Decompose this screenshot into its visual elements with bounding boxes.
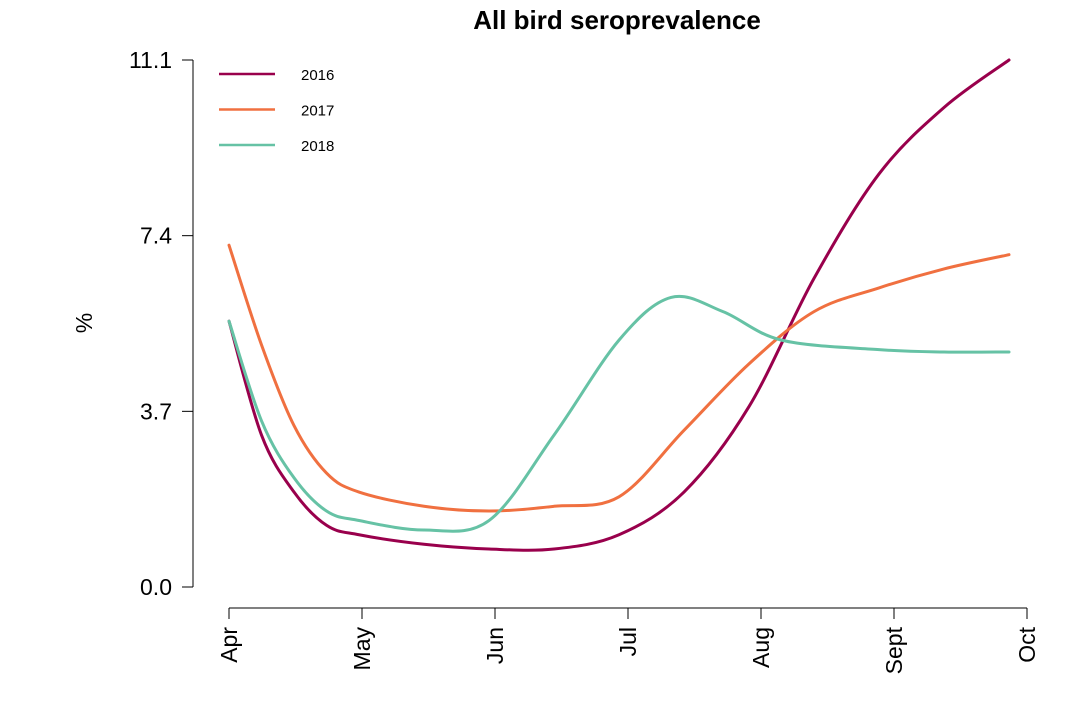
y-tick-label: 11.1 <box>129 47 172 73</box>
y-tick-label: 0.0 <box>140 574 172 600</box>
series-lines <box>227 58 1011 552</box>
x-tick-label: Aug <box>748 627 774 668</box>
legend-label-2017: 2017 <box>301 103 334 120</box>
x-tick-label: Jun <box>482 627 508 664</box>
y-tick-label: 3.7 <box>140 398 172 424</box>
x-tick-label: Sept <box>881 626 907 674</box>
x-tick-label: Jul <box>615 627 641 656</box>
x-tick-label: Apr <box>216 627 242 663</box>
series-line-2016 <box>227 58 1011 552</box>
series-line-2017 <box>227 243 1011 513</box>
x-tick-label: May <box>349 627 375 671</box>
legend: 2016 2017 2018 <box>219 67 334 155</box>
series-line-2018 <box>227 294 1011 533</box>
y-axis-label: % <box>71 313 97 333</box>
y-axis-ticks: 0.0 3.7 7.4 11.1 <box>129 47 193 600</box>
legend-label-2018: 2018 <box>301 138 334 155</box>
x-axis-ticks: Apr May Jun Jul Aug Sept Oct <box>216 608 1040 674</box>
legend-label-2016: 2016 <box>301 67 334 84</box>
x-tick-label: Oct <box>1014 626 1040 662</box>
chart-title: All bird seroprevalence <box>473 5 761 35</box>
y-tick-label: 7.4 <box>140 223 172 249</box>
